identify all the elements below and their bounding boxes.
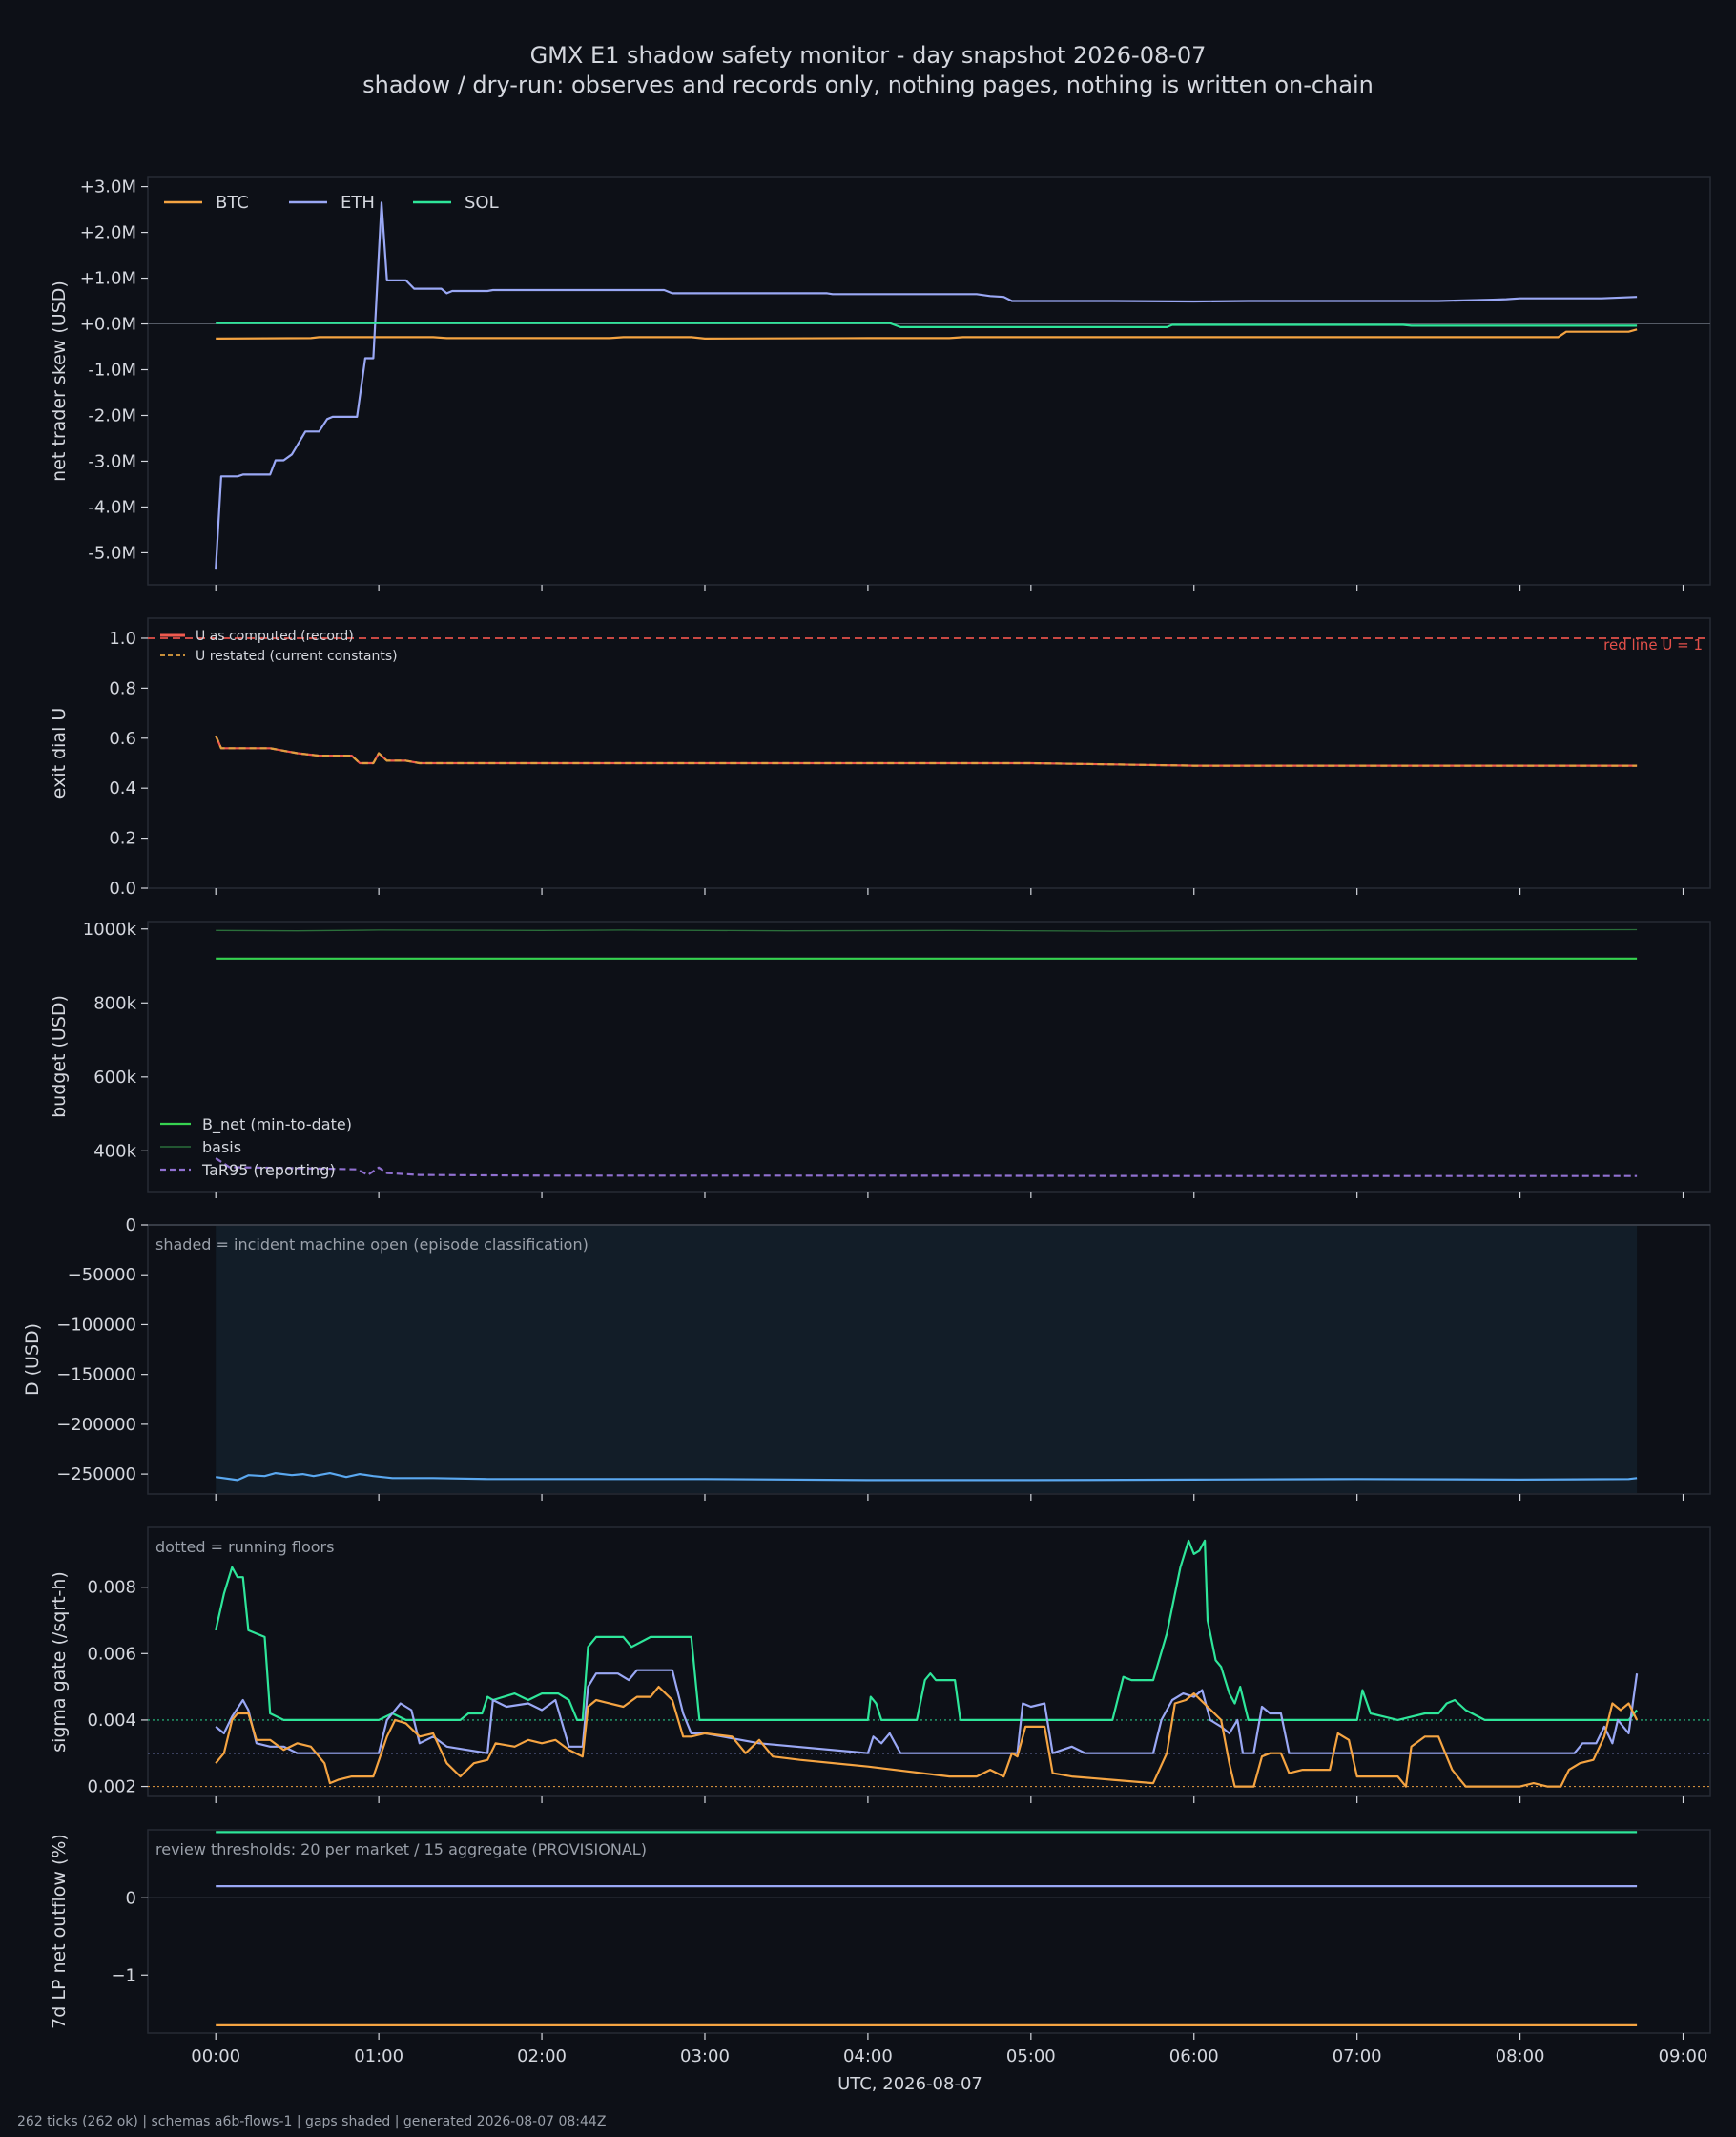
x-tick-label: 03:00 [680,2046,730,2066]
panel-skew: +3.0M +2.0M +1.0M +0.0M -1.0M -2.0M -3.0M -4.0M… [49,176,1711,591]
series-line-d [216,1472,1638,1482]
x-tick-label: 05:00 [1006,2046,1056,2066]
y-tick-label: +3.0M [80,177,136,197]
x-tick-label: 01:00 [354,2046,403,2066]
y-tick-label: 1000k [83,920,137,940]
y-tick-label: 0.6 [109,729,136,749]
y-axis-label: net trader skew (USD) [49,280,70,482]
panel-frame [147,617,1711,889]
panel-frame [147,1526,1711,1797]
panel-exit: red line U = 1 0.0 0.2 0.4 0.6 0.8 1.0 exit dia… [49,617,1711,899]
series-line-tar95-reporting- [215,1157,1638,1177]
series-line-sol [216,322,1638,328]
legend-label: basis [202,1138,241,1156]
legend-label: B_net (min-to-date) [202,1115,352,1134]
legend-label: U restated (current constants) [196,649,398,664]
legend-label: U as computed (record) [196,629,354,644]
chart-footer: 262 ticks (262 ok) | schemas a6b-flows-1… [17,2114,606,2129]
series-line-sol [215,1539,1638,1721]
y-tick-label: 0.0 [109,879,136,899]
redline-label: red line U = 1 [1603,636,1703,654]
y-tick-label: 0.004 [87,1711,136,1731]
legend-label: SOL [465,193,499,213]
y-tick-label: 0.006 [87,1644,136,1664]
shaded-region [216,1226,1638,1493]
y-tick-label: -3.0M [88,451,136,471]
x-tick-label: 09:00 [1659,2046,1708,2066]
series-line-btc [215,1686,1639,1788]
panel-d: 0 −50000 −100000 −150000 −200000 −250000 D (US… [22,1215,1711,1501]
panel-sigma: 0.002 0.004 0.006 0.008 sigma gate (/sqrt-h)… [49,1526,1711,1803]
x-tick-label: 08:00 [1496,2046,1545,2066]
y-axis-label: exit dial U [49,708,70,799]
x-axis-label: UTC, 2026-08-07 [837,2074,982,2094]
y-tick-label: +0.0M [80,315,136,335]
panel-outflow: 0 −1 00:00 01:00 02:00 03:00 04:00 05:00 06:00 07… [49,1829,1711,2066]
y-tick-label: −50000 [68,1265,136,1285]
panel-frame [147,921,1711,1193]
panel-budget: 400k 600k 800k 1000k budget (USD) B_net (min-… [49,920,1711,1198]
y-tick-label: 0.4 [109,778,136,799]
y-tick-label: 600k [93,1068,136,1088]
y-tick-label: 400k [93,1141,136,1161]
legend-label: ETH [341,193,375,213]
series-line-eth [215,201,1638,570]
y-tick-label: 1.0 [109,629,136,649]
y-tick-label: -5.0M [88,543,136,563]
y-axis-label: sigma gate (/sqrt-h) [49,1571,70,1753]
y-tick-label: -2.0M [88,405,136,425]
panel-note: review thresholds: 20 per market / 15 ag… [155,1840,647,1858]
x-tick-label: 04:00 [843,2046,893,2066]
y-tick-label: 0.002 [87,1777,136,1797]
panel-note: dotted = running floors [155,1538,334,1556]
y-tick-label: -4.0M [88,497,136,517]
x-tick-label: 02:00 [517,2046,567,2066]
series-line-u-restated-current-constants- [215,735,1638,767]
y-tick-label: 0 [126,1888,136,1908]
y-tick-label: −100000 [56,1315,136,1335]
y-axis-label: D (USD) [22,1323,43,1396]
x-tick-label: 00:00 [191,2046,240,2066]
panel-frame [147,176,1711,586]
y-tick-label: 0.2 [109,829,136,849]
y-tick-label: −1 [111,1965,136,1985]
y-tick-label: +1.0M [80,269,136,289]
y-tick-label: −250000 [56,1464,136,1484]
panel-note: shaded = incident machine open (episode … [155,1235,589,1254]
y-tick-label: 800k [93,993,136,1013]
panel-frame [147,1829,1711,2034]
y-tick-label: -1.0M [88,361,136,381]
legend-label: BTC [216,193,249,213]
legend-label: TaR95 (reporting) [201,1161,336,1179]
y-tick-label: 0.8 [109,678,136,698]
chart-panels: +3.0M +2.0M +1.0M +0.0M -1.0M -2.0M -3.0M -4.0M… [22,176,1711,2066]
y-tick-label: +2.0M [80,223,136,243]
y-tick-label: 0 [126,1215,136,1235]
chart-subtitle: shadow / dry-run: observes and records o… [362,72,1374,98]
series-line-eth [215,1669,1639,1754]
series-line-basis [216,928,1638,932]
series-line-btc [216,328,1638,340]
x-tick-label: 06:00 [1169,2046,1219,2066]
y-tick-label: −150000 [56,1365,136,1385]
x-tick-label: 07:00 [1333,2046,1382,2066]
y-tick-label: −200000 [56,1415,136,1435]
y-axis-label: budget (USD) [49,995,70,1118]
y-axis-label: 7d LP net outflow (%) [49,1834,70,2029]
chart-title: GMX E1 shadow safety monitor - day snaps… [530,42,1207,69]
y-tick-label: 0.008 [87,1578,136,1598]
